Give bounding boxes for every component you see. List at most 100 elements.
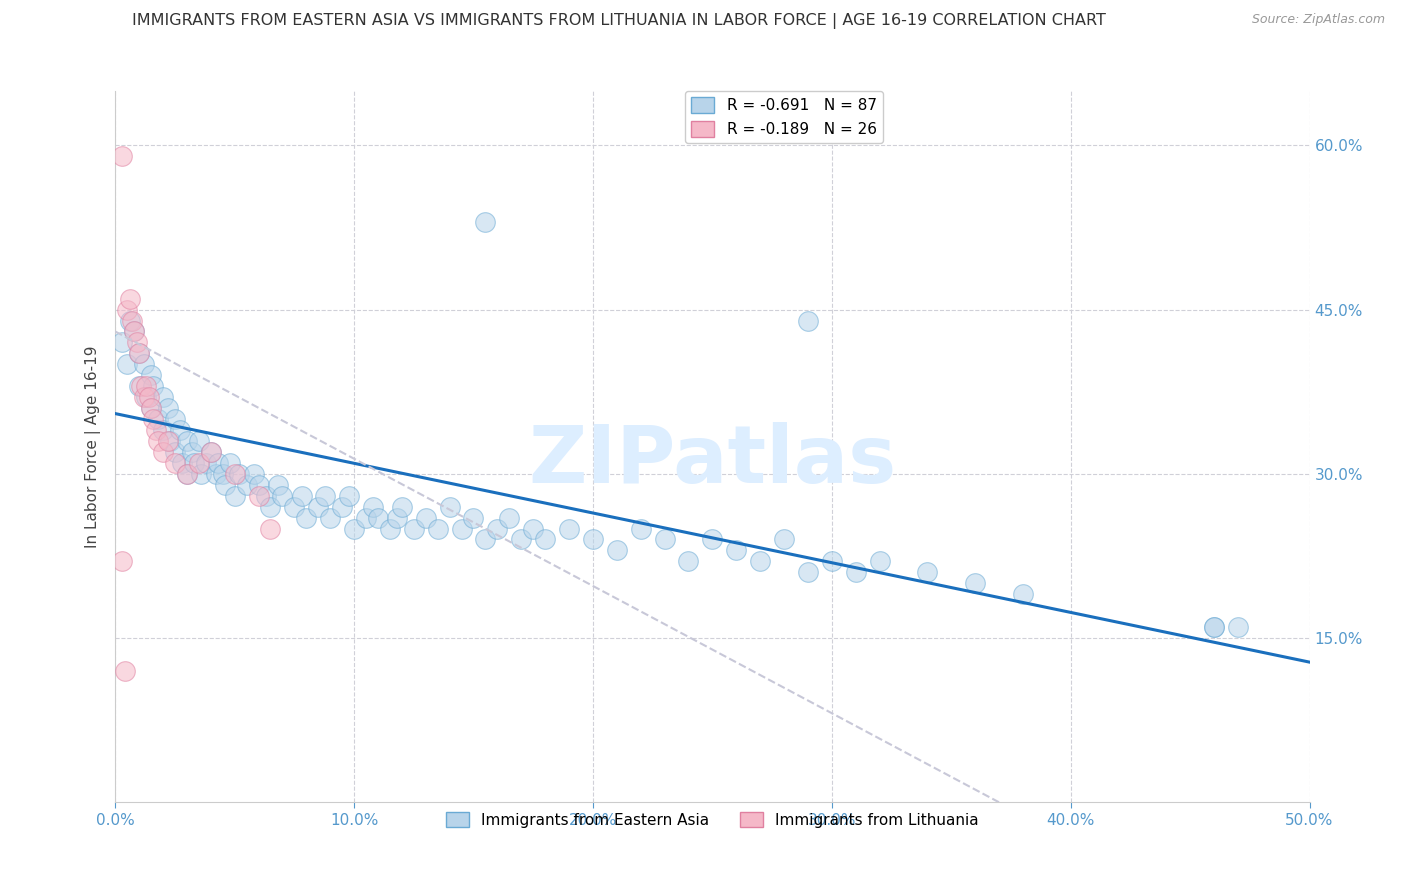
Point — [145, 423, 167, 437]
Point — [135, 379, 157, 393]
Point — [821, 554, 844, 568]
Point — [170, 456, 193, 470]
Point — [402, 522, 425, 536]
Point — [111, 554, 134, 568]
Point — [259, 500, 281, 514]
Point — [132, 390, 155, 404]
Point — [183, 456, 205, 470]
Point — [152, 423, 174, 437]
Point — [343, 522, 366, 536]
Point — [367, 510, 389, 524]
Point — [630, 522, 652, 536]
Point — [128, 346, 150, 360]
Point — [156, 434, 179, 448]
Point — [159, 434, 181, 448]
Point — [214, 477, 236, 491]
Point — [163, 445, 186, 459]
Point — [115, 302, 138, 317]
Point — [797, 313, 820, 327]
Point — [415, 510, 437, 524]
Point — [266, 477, 288, 491]
Point — [582, 533, 605, 547]
Point — [142, 379, 165, 393]
Point — [725, 543, 748, 558]
Point — [138, 390, 160, 404]
Point — [337, 489, 360, 503]
Point — [1012, 587, 1035, 601]
Point — [869, 554, 891, 568]
Point — [247, 489, 270, 503]
Y-axis label: In Labor Force | Age 16-19: In Labor Force | Age 16-19 — [86, 345, 101, 548]
Point — [354, 510, 377, 524]
Point — [361, 500, 384, 514]
Point — [224, 467, 246, 481]
Point — [148, 434, 170, 448]
Point — [121, 313, 143, 327]
Point — [187, 456, 209, 470]
Point — [247, 477, 270, 491]
Point — [152, 445, 174, 459]
Point — [1226, 620, 1249, 634]
Point — [474, 215, 496, 229]
Point — [139, 401, 162, 416]
Point — [378, 522, 401, 536]
Point — [486, 522, 509, 536]
Point — [773, 533, 796, 547]
Point — [228, 467, 250, 481]
Point — [235, 477, 257, 491]
Point — [917, 566, 939, 580]
Point — [139, 368, 162, 383]
Point — [176, 467, 198, 481]
Point — [190, 467, 212, 481]
Point — [211, 467, 233, 481]
Point — [115, 357, 138, 371]
Point — [749, 554, 772, 568]
Point — [385, 510, 408, 524]
Point — [135, 390, 157, 404]
Point — [200, 445, 222, 459]
Point — [534, 533, 557, 547]
Point — [498, 510, 520, 524]
Point — [163, 456, 186, 470]
Point — [207, 456, 229, 470]
Point — [111, 149, 134, 163]
Point — [176, 434, 198, 448]
Point — [391, 500, 413, 514]
Point — [224, 489, 246, 503]
Point — [118, 292, 141, 306]
Point — [283, 500, 305, 514]
Point — [510, 533, 533, 547]
Text: ZIPatlas: ZIPatlas — [529, 422, 897, 500]
Point — [474, 533, 496, 547]
Point — [124, 325, 146, 339]
Point — [111, 335, 134, 350]
Point — [290, 489, 312, 503]
Point — [522, 522, 544, 536]
Point — [1202, 620, 1225, 634]
Point — [845, 566, 868, 580]
Point — [450, 522, 472, 536]
Point — [259, 522, 281, 536]
Point — [142, 412, 165, 426]
Point — [678, 554, 700, 568]
Point — [558, 522, 581, 536]
Point — [314, 489, 336, 503]
Point — [163, 412, 186, 426]
Point — [128, 346, 150, 360]
Point — [218, 456, 240, 470]
Point — [156, 401, 179, 416]
Point — [654, 533, 676, 547]
Text: IMMIGRANTS FROM EASTERN ASIA VS IMMIGRANTS FROM LITHUANIA IN LABOR FORCE | AGE 1: IMMIGRANTS FROM EASTERN ASIA VS IMMIGRAN… — [132, 13, 1105, 29]
Point — [180, 445, 202, 459]
Point — [114, 664, 136, 678]
Point — [242, 467, 264, 481]
Point — [426, 522, 449, 536]
Legend: Immigrants from Eastern Asia, Immigrants from Lithuania: Immigrants from Eastern Asia, Immigrants… — [440, 805, 984, 834]
Point — [295, 510, 318, 524]
Point — [131, 379, 153, 393]
Text: Source: ZipAtlas.com: Source: ZipAtlas.com — [1251, 13, 1385, 27]
Point — [148, 412, 170, 426]
Point — [187, 434, 209, 448]
Point — [118, 313, 141, 327]
Point — [254, 489, 277, 503]
